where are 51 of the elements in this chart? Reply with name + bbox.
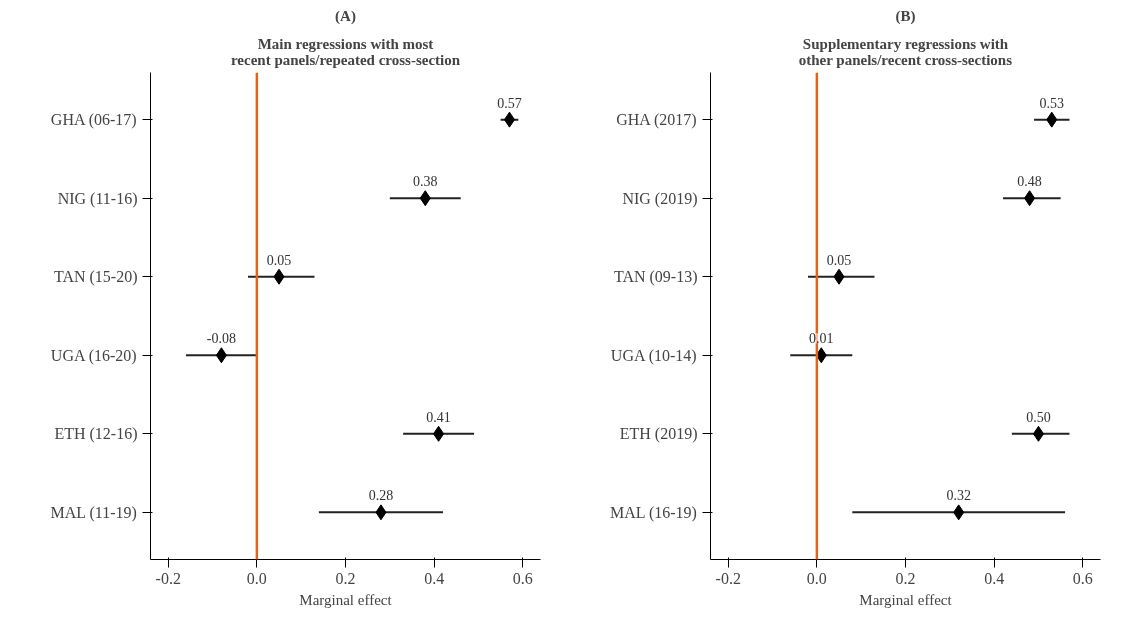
point <box>1046 111 1058 128</box>
data-label: 0.57 <box>497 95 522 111</box>
x-tick-label: 0.6 <box>512 569 533 587</box>
data-label: 0.48 <box>1017 174 1042 190</box>
data-label: 0.28 <box>368 488 394 504</box>
x-tick-label: -0.2 <box>715 569 741 587</box>
x-tick-label: -0.2 <box>155 569 181 587</box>
x-tick-label: 0.0 <box>806 569 827 587</box>
data-label: 0.53 <box>1039 95 1064 111</box>
chart-title: (B) <box>895 7 916 25</box>
data-label: 0.50 <box>1026 409 1051 425</box>
y-tick-label: GHA (06-17) <box>50 111 137 130</box>
data-label: -0.08 <box>206 331 236 347</box>
data-label: 0.32 <box>946 488 971 504</box>
point <box>1024 190 1036 207</box>
data-label: 0.01 <box>809 331 834 347</box>
data-label: 0.05 <box>266 252 292 268</box>
y-tick-label: GHA (2017) <box>616 111 697 130</box>
y-tick-label: NIG (11-16) <box>57 189 138 208</box>
chart-subtitle: Main regressions with most recent panels/repeated cross-section <box>230 35 461 68</box>
point <box>1032 425 1044 442</box>
y-tick-label: UGA (10-14) <box>610 346 697 365</box>
y-tick-label: ETH (12-16) <box>54 425 138 444</box>
x-tick-label: 0.2 <box>335 569 356 587</box>
y-tick-label: UGA (16-20) <box>50 346 137 365</box>
y-tick-label: MAL (16-19) <box>609 503 697 522</box>
chart-subtitle: Supplementary regressions with other panels/recent cross-sections <box>798 35 1013 68</box>
point <box>419 190 431 207</box>
y-tick-label: ETH (2019) <box>619 425 698 444</box>
point <box>833 268 845 285</box>
point <box>375 504 387 521</box>
point <box>503 111 515 128</box>
point <box>273 268 285 285</box>
x-tick-label: 0.6 <box>1072 569 1093 587</box>
y-tick-label: MAL (11-19) <box>50 503 137 522</box>
chart-title: (A) <box>335 7 356 25</box>
point <box>953 504 965 521</box>
data-label: 0.41 <box>426 409 451 425</box>
x-axis-title: Marginal effect <box>859 591 953 608</box>
point <box>215 347 227 364</box>
x-tick-label: 0.2 <box>895 569 916 587</box>
y-tick-label: TAN (09-13) <box>613 268 698 287</box>
y-tick-label: NIG (2019) <box>622 189 698 208</box>
y-tick-label: TAN (15-20) <box>53 268 138 287</box>
data-label: 0.38 <box>413 174 438 190</box>
x-axis-title: Marginal effect <box>299 591 393 608</box>
x-tick-label: 0.4 <box>984 569 1005 587</box>
x-tick-label: 0.4 <box>424 569 445 587</box>
x-tick-label: 0.0 <box>246 569 267 587</box>
data-label: 0.05 <box>826 252 852 268</box>
point <box>433 425 445 442</box>
